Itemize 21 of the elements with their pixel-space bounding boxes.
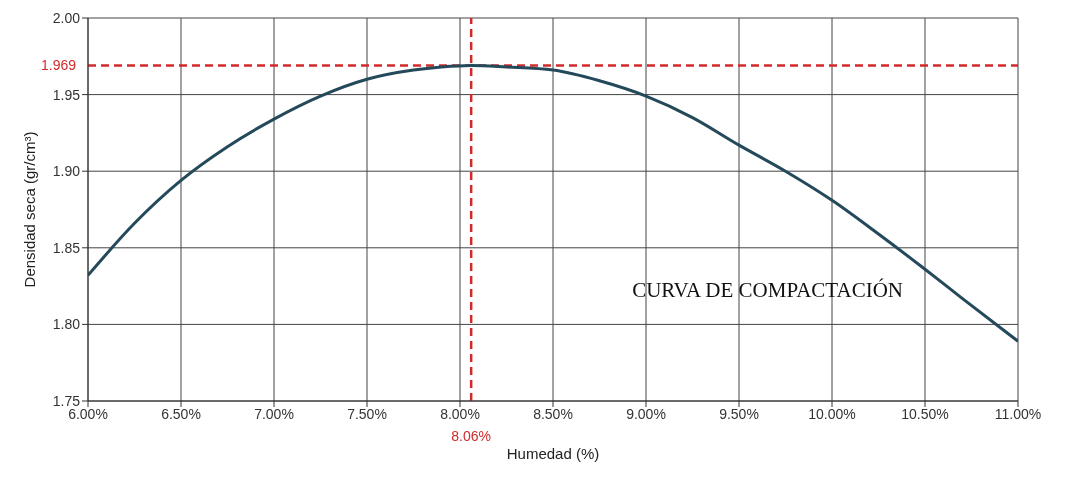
x-tick-label: 9.50% [719,405,759,422]
x-tick-label: 8.00% [440,405,480,422]
y-tick-label: 1.85 [52,239,81,256]
x-tick-label: 7.00% [254,405,294,422]
x-tick-label: 7.50% [347,405,387,422]
y-tick-label: 2.00 [52,9,81,26]
x-tick-label: 9.00% [626,405,666,422]
y-axis-title: Densidad seca (gr/cm³) [21,131,39,288]
x-tick-label: 6.50% [161,405,201,422]
ref-line-label: 8.06% [451,428,492,444]
x-tick-label: 10.00% [808,405,856,422]
x-tick-label: 8.50% [533,405,573,422]
y-tick-label: 1.80 [52,316,81,333]
x-axis-title: Humedad (%) [506,445,600,462]
x-tick-label: 11.00% [994,405,1042,422]
x-tick-label: 10.50% [901,405,949,422]
ref-line-label: 1.969 [40,57,77,74]
y-tick-label: 1.95 [52,86,81,103]
y-tick-label: 1.90 [52,163,81,180]
line-series [88,63,1018,343]
annotation: CURVA DE COMPACTACIÓN [632,278,903,303]
